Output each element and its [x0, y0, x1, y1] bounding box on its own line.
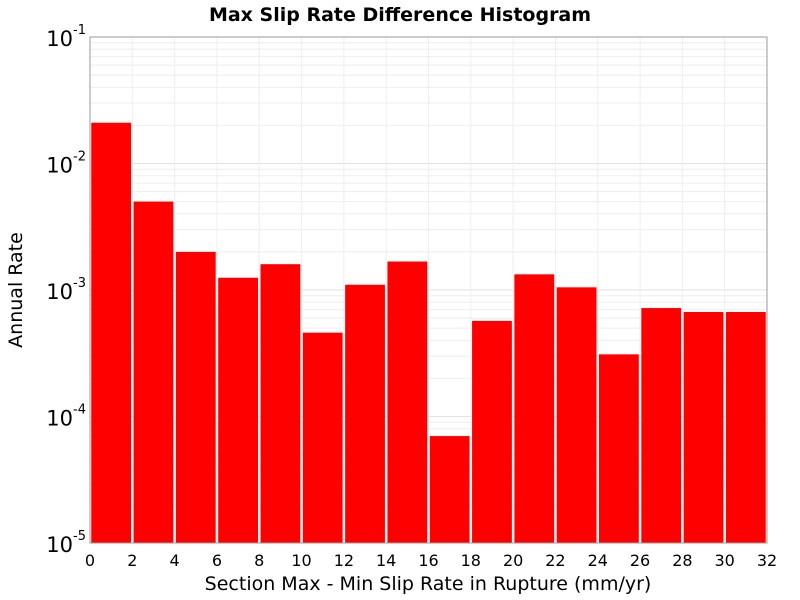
y-tick-exponent: -2: [73, 150, 86, 165]
x-tick-label: 10: [291, 551, 311, 570]
x-tick-label: 8: [254, 551, 264, 570]
histogram-bar: [683, 312, 724, 543]
y-tick-label: 10: [46, 154, 73, 178]
y-tick-exponent: -3: [73, 276, 86, 291]
plot-area-frame: [89, 36, 768, 544]
x-tick-label: 24: [588, 551, 608, 570]
histogram-bar: [599, 354, 639, 543]
x-tick-label: 12: [334, 551, 354, 570]
histogram-bar: [260, 264, 301, 543]
histogram-bar: [302, 332, 343, 543]
histogram-bar: [218, 277, 258, 543]
x-axis-label: Section Max - Min Slip Rate in Rupture (…: [205, 573, 652, 595]
y-tick-label: 10: [46, 27, 73, 51]
x-tick-label: 2: [127, 551, 137, 570]
x-tick-label: 30: [715, 551, 735, 570]
x-tick-label: 28: [672, 551, 692, 570]
x-tick-label: 18: [461, 551, 481, 570]
bars-group: [91, 122, 766, 543]
y-axis-label: Annual Rate: [5, 232, 27, 348]
y-tick-exponent: -4: [73, 403, 86, 418]
x-tick-label: 22: [545, 551, 565, 570]
x-tick-label: 16: [418, 551, 438, 570]
x-tick-label: 32: [757, 551, 777, 570]
x-tick-label: 20: [503, 551, 523, 570]
x-tick-label: 26: [630, 551, 650, 570]
y-tick-label: 10: [46, 533, 73, 557]
histogram-bar: [91, 122, 132, 543]
histogram-bar: [345, 284, 385, 543]
y-tick-label: 10: [46, 280, 73, 304]
x-tick-label: 4: [170, 551, 180, 570]
x-tick-label: 6: [212, 551, 222, 570]
chart-title: Max Slip Rate Difference Histogram: [209, 4, 591, 26]
histogram-bar: [133, 201, 174, 543]
y-tick-labels: 10-510-410-310-210-1: [46, 23, 86, 557]
x-tick-label: 14: [376, 551, 396, 570]
histogram-bar: [725, 312, 766, 543]
y-tick-exponent: -1: [73, 23, 86, 38]
y-tick-label: 10: [46, 407, 73, 431]
histogram-bar: [175, 251, 216, 543]
y-tick-exponent: -5: [73, 529, 86, 544]
histogram-bar: [514, 274, 555, 543]
histogram-bar: [472, 320, 512, 543]
histogram-bar: [387, 261, 428, 543]
histogram-bar: [556, 287, 597, 543]
x-tick-labels: 0 2 4 6 8 10 12 14 16 18 20 22 24 26 28 30 32: [85, 551, 777, 570]
x-tick-label: 0: [85, 551, 95, 570]
histogram-bar: [641, 308, 682, 543]
histogram-bar: [429, 436, 470, 543]
